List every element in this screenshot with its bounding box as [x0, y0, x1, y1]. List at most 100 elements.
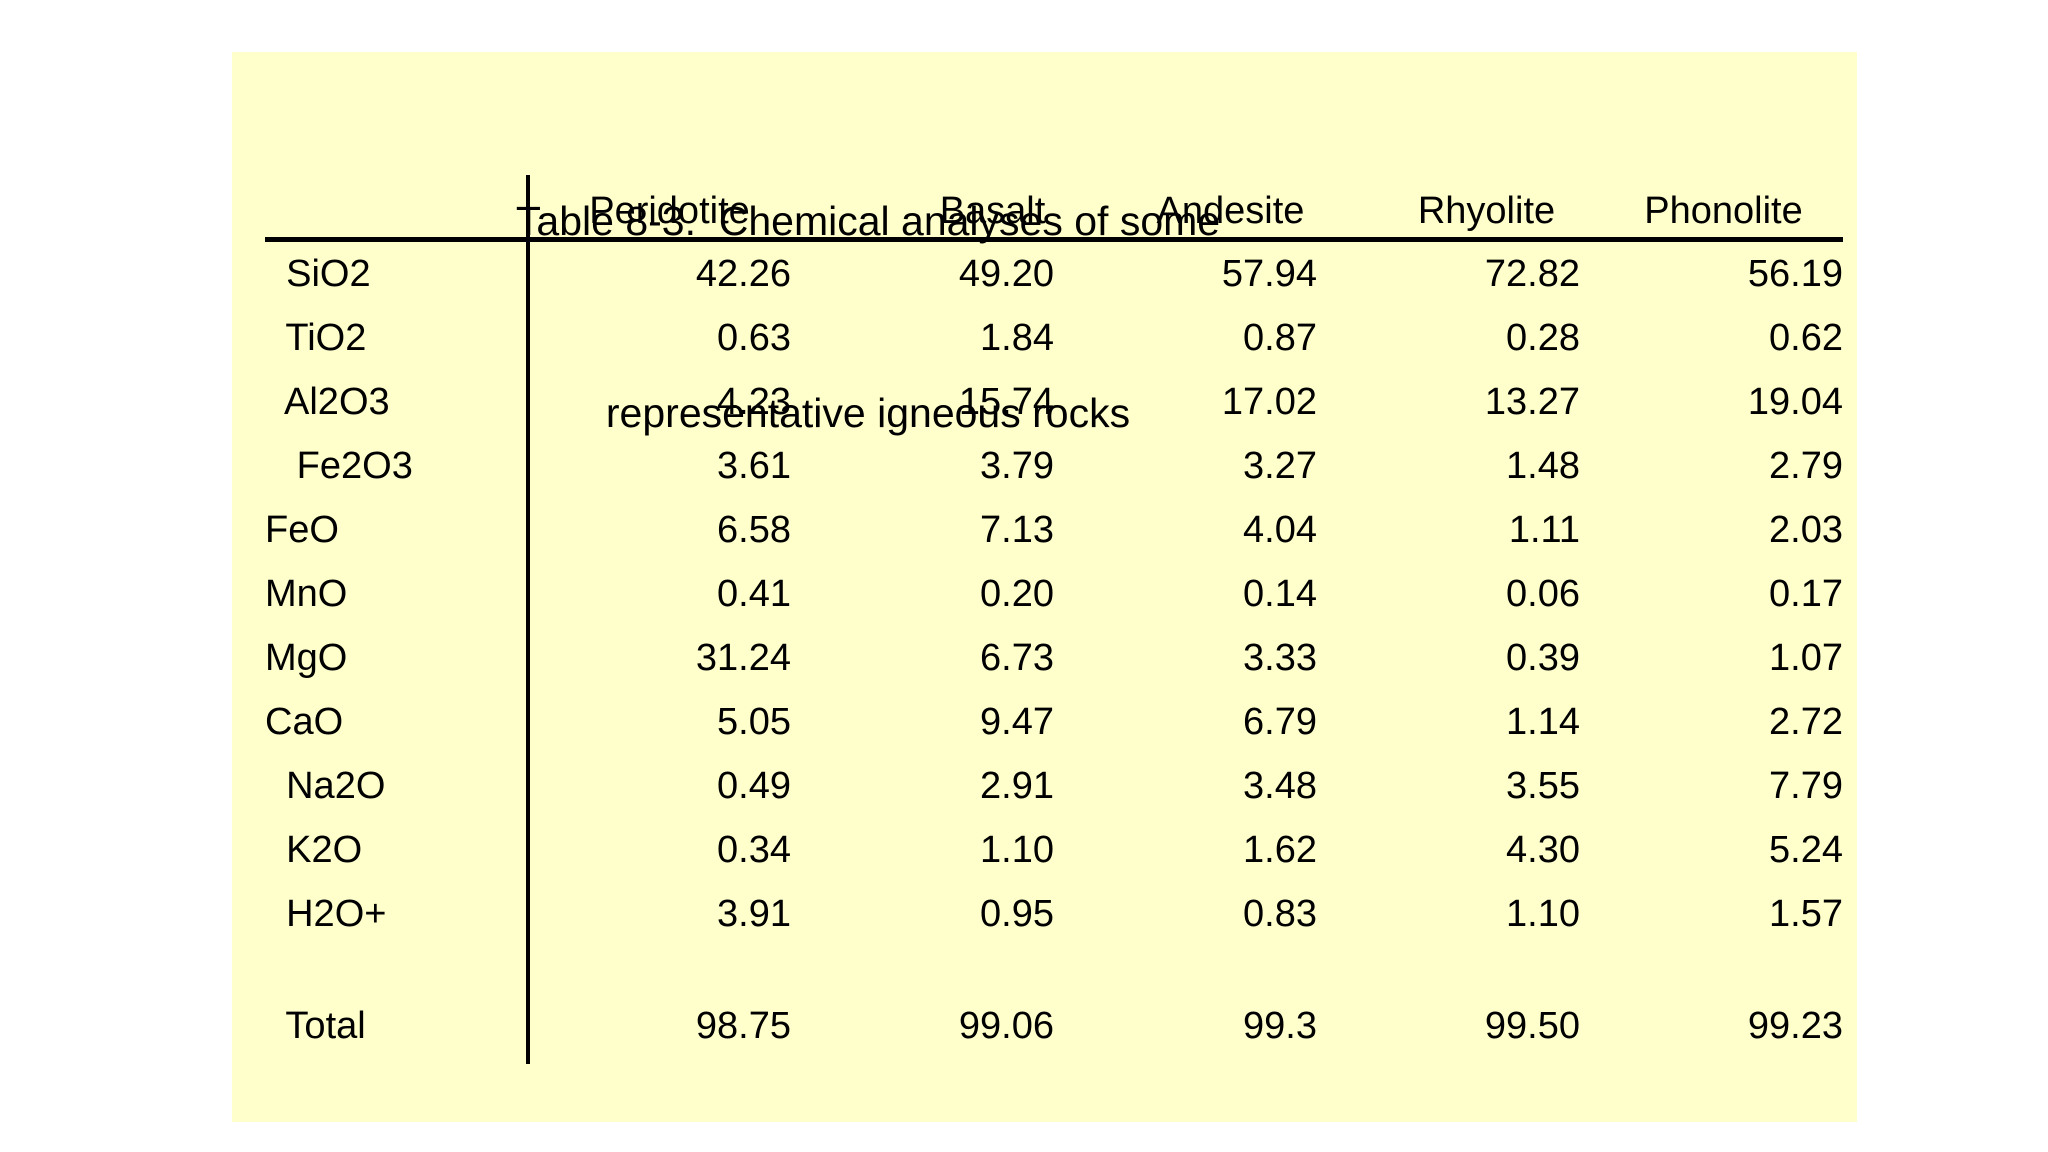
- cell-value: 1.57: [1769, 892, 1843, 935]
- table-row-al2o3: Al2O3 4.23 15.74 17.02 13.27 19.04: [265, 370, 1843, 434]
- cell-value: 0.28: [1506, 316, 1580, 359]
- column-header-peridotite: Peridotite: [528, 180, 791, 242]
- row-label: H2O+: [265, 892, 387, 935]
- column-header-label: Basalt: [939, 189, 1046, 232]
- cell-value: 15.74: [958, 380, 1054, 423]
- cell-value: 1.62: [1243, 828, 1317, 871]
- column-header-label: Phonolite: [1644, 189, 1803, 232]
- cell-value: [528, 946, 791, 994]
- cell-value: 72.82: [1484, 252, 1580, 295]
- cell-value: [1317, 946, 1580, 994]
- cell-value: 0.34: [717, 828, 791, 871]
- table-row-total: Total 98.75 99.06 99.3 99.50 99.23: [265, 994, 1843, 1058]
- column-header-label: Andesite: [1156, 189, 1305, 232]
- table-row-cao: CaO 5.05 9.47 6.79 1.14 2.72: [265, 690, 1843, 754]
- cell-value: 3.33: [1243, 636, 1317, 679]
- cell-value: 0.41: [717, 572, 791, 615]
- cell-value: 9.47: [980, 700, 1054, 743]
- table-row-feo: FeO 6.58 7.13 4.04 1.11 2.03: [265, 498, 1843, 562]
- column-header-rhyolite: Rhyolite: [1317, 180, 1580, 242]
- row-label: Na2O: [265, 764, 386, 807]
- cell-value: 0.87: [1243, 316, 1317, 359]
- header-row: Peridotite Basalt Andesite Rhyolite Phon…: [265, 180, 1843, 242]
- label-column-divider-rule: [526, 175, 530, 1064]
- row-label: [265, 946, 528, 994]
- column-header-phonolite: Phonolite: [1580, 180, 1843, 242]
- cell-value: 0.62: [1769, 316, 1843, 359]
- cell-value: [1580, 946, 1843, 994]
- cell-value: 57.94: [1221, 252, 1317, 295]
- row-label: TiO2: [265, 316, 367, 359]
- cell-value: 98.75: [695, 1004, 791, 1047]
- table-title: Table 8-3. Chemical analyses of some rep…: [265, 61, 1471, 573]
- cell-value: 99.50: [1484, 1004, 1580, 1047]
- cell-value: 2.91: [980, 764, 1054, 807]
- cell-value: 13.27: [1484, 380, 1580, 423]
- cell-value: [1054, 946, 1317, 994]
- column-header-label: Rhyolite: [1417, 189, 1556, 232]
- cell-value: 0.17: [1769, 572, 1843, 615]
- slide-panel: [232, 52, 1857, 1122]
- row-label: SiO2: [265, 252, 371, 295]
- table-row-fe2o3: Fe2O3 3.61 3.79 3.27 1.48 2.79: [265, 434, 1843, 498]
- row-label: MnO: [265, 572, 348, 615]
- cell-value: 1.14: [1506, 700, 1580, 743]
- cell-value: 3.61: [717, 444, 791, 487]
- row-label: Total: [265, 1004, 366, 1047]
- table-title-line1: Table 8-3. Chemical analyses of some: [515, 198, 1221, 244]
- column-header-blank: [265, 180, 528, 242]
- cell-value: 3.79: [980, 444, 1054, 487]
- cell-value: 99.23: [1747, 1004, 1843, 1047]
- cell-value: 19.04: [1747, 380, 1843, 423]
- cell-value: 3.91: [717, 892, 791, 935]
- cell-value: 31.24: [695, 636, 791, 679]
- cell-value: 56.19: [1747, 252, 1843, 295]
- cell-value: [791, 946, 1054, 994]
- cell-value: 0.14: [1243, 572, 1317, 615]
- cell-value: 99.06: [958, 1004, 1054, 1047]
- cell-value: 4.30: [1506, 828, 1580, 871]
- chemical-analyses-table: Peridotite Basalt Andesite Rhyolite Phon…: [265, 180, 1843, 1058]
- table-row-blank: [265, 946, 1843, 994]
- row-label: K2O: [265, 828, 363, 871]
- cell-value: 1.10: [1506, 892, 1580, 935]
- table-row-k2o: K2O 0.34 1.10 1.62 4.30 5.24: [265, 818, 1843, 882]
- table-row-h2o: H2O+ 3.91 0.95 0.83 1.10 1.57: [265, 882, 1843, 946]
- cell-value: 1.48: [1506, 444, 1580, 487]
- row-label: CaO: [265, 700, 344, 743]
- table-row-mno: MnO 0.41 0.20 0.14 0.06 0.17: [265, 562, 1843, 626]
- table-row-na2o: Na2O 0.49 2.91 3.48 3.55 7.79: [265, 754, 1843, 818]
- header-underline-rule: [265, 237, 1843, 242]
- cell-value: 1.84: [980, 316, 1054, 359]
- cell-value: 5.05: [717, 700, 791, 743]
- table-title-line2: representative igneous rocks: [605, 390, 1131, 436]
- cell-value: 0.39: [1506, 636, 1580, 679]
- cell-value: 0.20: [980, 572, 1054, 615]
- cell-value: 1.07: [1769, 636, 1843, 679]
- cell-value: 0.49: [717, 764, 791, 807]
- table-row-mgo: MgO 31.24 6.73 3.33 0.39 1.07: [265, 626, 1843, 690]
- column-header-label: Peridotite: [589, 189, 750, 232]
- cell-value: 7.79: [1769, 764, 1843, 807]
- cell-value: 2.72: [1769, 700, 1843, 743]
- cell-value: 3.55: [1506, 764, 1580, 807]
- table-row-sio2: SiO2 42.26 49.20 57.94 72.82 56.19: [265, 242, 1843, 306]
- row-label: Fe2O3: [265, 444, 413, 487]
- row-label: MgO: [265, 636, 348, 679]
- table-row-tio2: TiO2 0.63 1.84 0.87 0.28 0.62: [265, 306, 1843, 370]
- row-label: FeO: [265, 508, 339, 551]
- cell-value: 4.04: [1243, 508, 1317, 551]
- cell-value: 49.20: [958, 252, 1054, 295]
- cell-value: 0.63: [717, 316, 791, 359]
- cell-value: 99.3: [1243, 1004, 1317, 1047]
- cell-value: 0.83: [1243, 892, 1317, 935]
- cell-value: 17.02: [1221, 380, 1317, 423]
- cell-value: 0.95: [980, 892, 1054, 935]
- column-header-basalt: Basalt: [791, 180, 1054, 242]
- cell-value: 1.10: [980, 828, 1054, 871]
- cell-value: 1.11: [1508, 508, 1580, 551]
- cell-value: 6.58: [717, 508, 791, 551]
- cell-value: 7.13: [980, 508, 1054, 551]
- column-header-andesite: Andesite: [1054, 180, 1317, 242]
